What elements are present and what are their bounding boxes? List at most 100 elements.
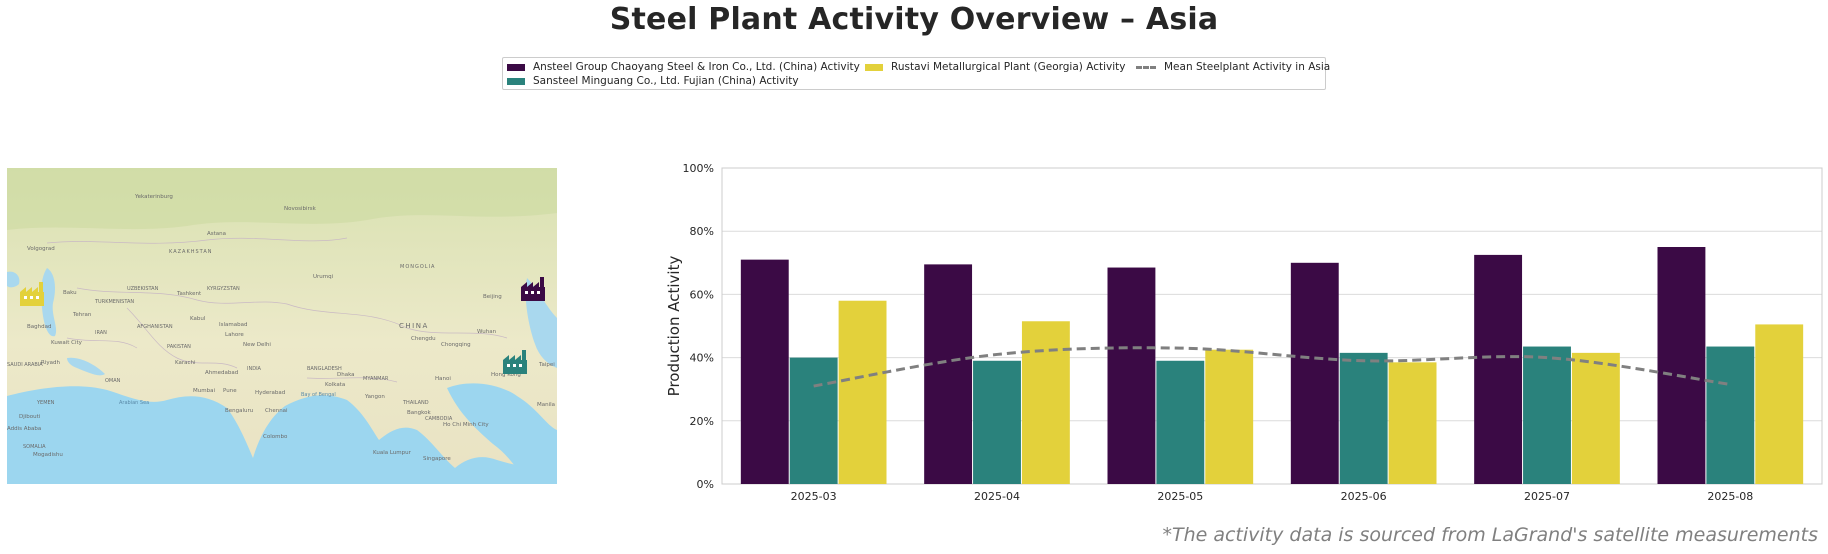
plot-frame <box>721 167 1823 485</box>
map-label: AFGHANISTAN <box>137 324 173 330</box>
south-china-sea <box>447 383 557 484</box>
country-borders <box>46 237 508 383</box>
page-title: Steel Plant Activity Overview – Asia <box>609 2 1219 37</box>
chart-legend: Ansteel Group Chaoyang Steel & Iron Co.,… <box>502 57 1330 90</box>
map-label: Addis Ababa <box>7 426 41 432</box>
factory-icon[interactable] <box>502 348 528 378</box>
bar <box>1290 262 1339 484</box>
map-label: Islamabad <box>219 322 247 328</box>
map-label: Kuala Lumpur <box>373 450 412 456</box>
map-label: OMAN <box>105 378 121 384</box>
map-label: Pune <box>223 388 237 394</box>
bar <box>1571 352 1620 484</box>
x-tick-label: 2025-08 <box>1707 490 1753 503</box>
x-tick-label: 2025-05 <box>1157 490 1203 503</box>
map-label: UZBEKISTAN <box>127 286 159 292</box>
x-tick-label: 2025-06 <box>1341 490 1387 503</box>
map-label: SOMALIA <box>23 444 46 450</box>
caspian-sea <box>41 268 57 337</box>
bar <box>740 259 789 484</box>
map-label: IRAN <box>95 330 107 336</box>
map-label: Hyderabad <box>255 390 285 396</box>
y-tick-label: 80% <box>690 225 714 238</box>
bar <box>1755 324 1804 484</box>
legend-item-rustavi: Rustavi Metallurgical Plant (Georgia) Ac… <box>865 61 1125 73</box>
bar <box>1706 346 1755 484</box>
map-label: Bengaluru <box>225 408 253 414</box>
legend-item-ansteel: Ansteel Group Chaoyang Steel & Iron Co.,… <box>507 61 860 73</box>
persian-gulf <box>67 357 105 376</box>
map-label: Manila <box>537 402 555 408</box>
y-tick-label: 60% <box>690 288 714 301</box>
indian-ocean <box>7 386 557 484</box>
map-label: Mumbai <box>193 388 215 394</box>
map-label: Karachi <box>175 360 196 366</box>
bar <box>1021 321 1070 484</box>
bar <box>1339 352 1388 484</box>
factory-icon[interactable] <box>520 275 546 305</box>
y-tick-label: 20% <box>690 415 714 428</box>
map-label: Ahmedabad <box>205 370 238 376</box>
asia-map[interactable]: Yekaterinburg Novosibirsk Astana Volgogr… <box>7 168 557 484</box>
map-label: CHINA <box>399 322 429 330</box>
gulf-of-aden <box>7 400 47 428</box>
factory-icon-rustavi <box>20 282 44 306</box>
map-label: Taipei <box>538 362 555 368</box>
map-label: Urumqi <box>313 274 334 280</box>
map-label: BANGLADESH <box>307 366 342 372</box>
y-tick-label: 40% <box>690 352 714 365</box>
map-label: Bangkok <box>407 410 431 416</box>
legend-label-mean: Mean Steelplant Activity in Asia <box>1164 61 1331 73</box>
map-label: Tehran <box>72 312 92 318</box>
map-label: Colombo <box>263 434 288 440</box>
black-sea <box>7 271 20 288</box>
map-label: Wuhan <box>477 329 497 335</box>
x-tick-label: 2025-07 <box>1524 490 1570 503</box>
y-axis-label: Production Activity <box>665 256 683 397</box>
map-label: MONGOLIA <box>400 264 435 270</box>
map-label: Baku <box>63 290 77 296</box>
footnote: *The activity data is sourced from LaGra… <box>1162 524 1818 546</box>
map-label: THAILAND <box>402 400 429 406</box>
map-label: TURKMENISTAN <box>94 299 134 305</box>
map-label: Hong Kong <box>491 372 521 378</box>
bar <box>1156 360 1205 484</box>
bar <box>1107 267 1156 484</box>
map-label: Chongqing <box>441 342 471 348</box>
map-label: Kabul <box>190 316 206 322</box>
map-label: Kuwait City <box>51 340 83 346</box>
legend-item-sansteel: Sansteel Minguang Co., Ltd. Fujian (Chin… <box>507 75 799 87</box>
map-label: New Delhi <box>243 342 271 348</box>
map-label: KAZAKHSTAN <box>169 249 213 255</box>
map-label: Baghdad <box>27 324 51 330</box>
map-label: SAUDI ARABIA <box>7 362 43 368</box>
map-label: Djibouti <box>19 414 41 420</box>
map-label: CAMBODIA <box>425 416 453 422</box>
map-label: Arabian Sea <box>119 400 149 406</box>
legend-label-rustavi: Rustavi Metallurgical Plant (Georgia) Ac… <box>891 61 1126 73</box>
legend-swatch-sansteel <box>507 77 525 85</box>
map-label: Novosibirsk <box>284 206 317 212</box>
map-label: Singapore <box>423 456 451 462</box>
map-label: Beijing <box>483 294 502 300</box>
map-label: INDIA <box>247 366 262 372</box>
x-tick-label: 2025-04 <box>974 490 1020 503</box>
map-label: Mogadishu <box>33 452 63 458</box>
map-label: Ho Chi Minh City <box>443 422 489 428</box>
map-label: Astana <box>207 231 226 237</box>
map-label: MYANMAR <box>363 376 389 382</box>
map-label: Hanoi <box>435 376 451 382</box>
map-label: KYRGYZSTAN <box>207 286 240 292</box>
map-label: PAKISTAN <box>167 344 191 350</box>
legend-label-ansteel: Ansteel Group Chaoyang Steel & Iron Co.,… <box>533 61 860 73</box>
factory-icon[interactable] <box>19 280 45 310</box>
map-label: Chengdu <box>411 336 436 342</box>
x-tick-label: 2025-03 <box>791 490 837 503</box>
y-tick-label: 0% <box>697 478 714 491</box>
map-label: Lahore <box>225 332 244 338</box>
map-label: Dhaka <box>337 372 355 378</box>
map-label: Volgograd <box>27 246 55 252</box>
factory-icon-sansteel <box>503 350 527 374</box>
map-label: Yekaterinburg <box>134 194 173 200</box>
